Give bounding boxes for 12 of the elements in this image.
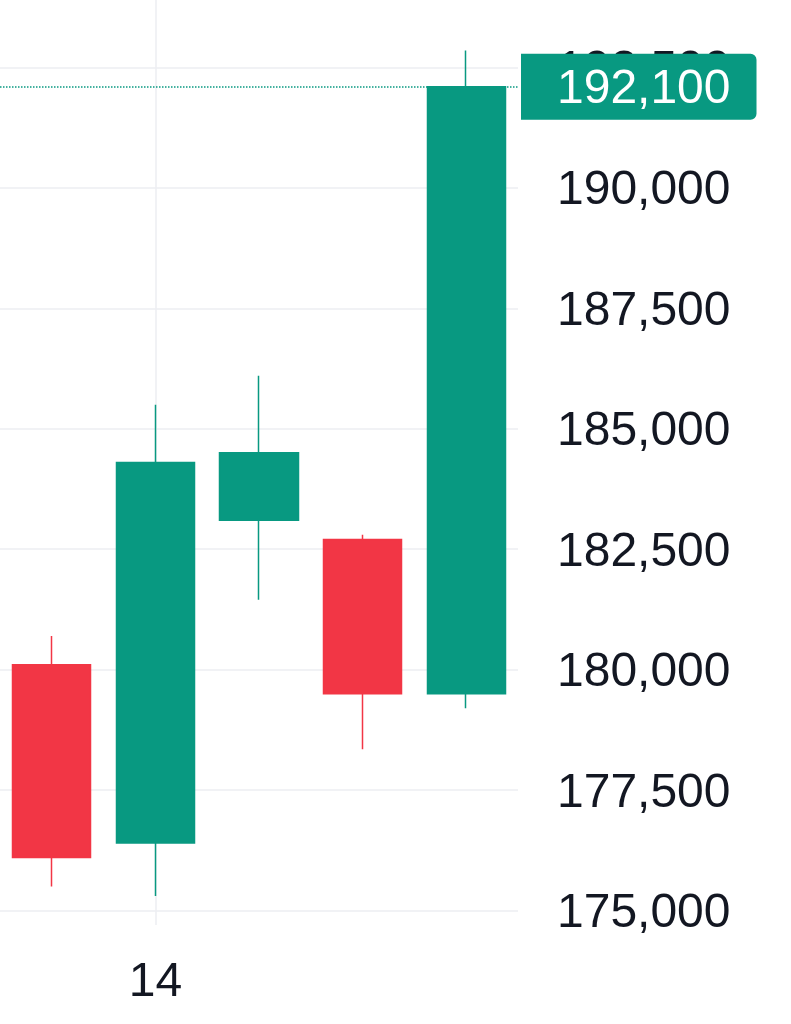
y-tick-label: 175,000 bbox=[557, 884, 731, 938]
candlestick bbox=[218, 375, 300, 601]
y-tick-label: 190,000 bbox=[557, 161, 731, 215]
candlestick bbox=[11, 635, 92, 888]
y-tick-label: 185,000 bbox=[557, 402, 731, 456]
x-tick-label: 14 bbox=[128, 952, 183, 1006]
ref-line-label: 192,100 bbox=[557, 60, 731, 114]
candlestick bbox=[322, 534, 403, 750]
y-tick-label: 180,000 bbox=[557, 643, 731, 697]
y-tick-label: 177,500 bbox=[557, 763, 731, 817]
y-tick-label: 182,500 bbox=[557, 522, 731, 576]
y-tick-label: 187,500 bbox=[557, 281, 731, 335]
